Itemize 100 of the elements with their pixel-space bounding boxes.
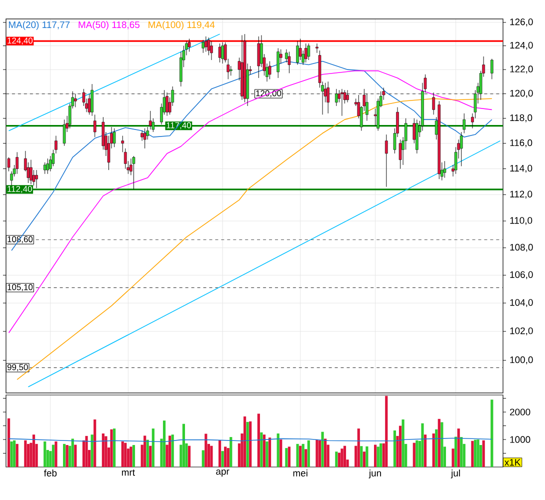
candlestick [398,139,402,170]
bar [362,452,366,467]
candlestick [132,156,136,190]
bar [132,445,136,467]
bar [460,437,463,467]
bar [385,396,388,467]
bar [421,423,424,467]
bar [318,440,322,467]
candlestick [112,128,116,148]
x-tick-label: jun [368,470,381,478]
bar [374,444,377,467]
text: MA(20) 117,77 [8,21,70,30]
y-tick-label: 100,0 [510,356,533,364]
bar [266,441,268,467]
bar [452,448,454,467]
bar [366,446,368,467]
ref-line-label: 112,40 [8,186,32,193]
bar [296,444,299,467]
bar [376,446,380,467]
bar [416,440,418,467]
bar [412,442,416,467]
bar [316,440,318,467]
x-tick-label: jul [450,470,460,478]
text: MA(50) 118,65 [78,21,140,30]
candlestick [340,88,344,116]
candlestick [304,43,308,63]
candlestick [218,43,222,63]
bar [218,440,222,467]
x-tick-label: mrt [122,470,135,476]
bar [168,436,172,467]
y-tick-label: 106,0 [510,271,533,280]
bar [302,444,304,467]
candlestick [460,132,463,166]
bar [121,441,124,467]
candlestick [221,42,224,64]
candlestick [335,88,338,106]
bar [130,446,132,467]
bar [438,418,440,467]
bar [440,422,444,467]
bar [210,446,213,467]
candlestick [443,160,446,178]
x-tick-label: feb [44,470,57,476]
bar [182,424,185,467]
bar [257,414,260,467]
bar [457,428,460,467]
candlestick [204,36,208,52]
bar [202,450,204,467]
y-tick-label: 1000 [510,436,530,443]
bar [162,420,166,467]
y-tick-label: 112,0 [510,190,532,199]
candlestick [207,37,210,56]
bar [260,432,263,467]
bar [474,440,477,467]
bar [276,433,280,467]
candlestick [210,40,213,60]
bar [402,419,404,467]
y-tick-label: 102,0 [510,327,533,336]
text: MA(100) 119,44 [148,21,215,30]
bar [243,416,246,467]
bar [490,400,494,467]
candlestick [140,130,144,142]
bar [321,432,324,467]
x-tick-label: mei [293,470,308,476]
y-tick-label: 110,0 [510,217,532,225]
y-tick-label: 2000 [510,408,530,416]
bar [304,449,308,467]
bar [435,429,438,467]
bar [285,448,288,467]
bar [224,446,227,467]
bar [398,426,402,467]
y-tick-label: 126,0 [510,18,533,26]
bar [280,440,282,467]
bar [171,434,174,467]
candlestick [346,90,349,103]
bar [146,440,149,467]
bar [454,436,458,467]
bar [230,437,232,467]
bar [262,434,266,467]
bar [324,438,327,467]
bar [112,428,116,467]
candlestick [490,58,494,80]
ref-line-label: 99,50 [7,364,28,372]
candlestick [202,40,205,54]
candlestick [326,81,330,114]
bar [124,442,127,467]
candlestick [316,43,318,54]
bar [338,452,340,467]
bar [246,422,249,467]
bar [393,430,396,467]
y-tick-label: 116,0 [510,139,532,148]
candlestick [148,110,152,130]
candlestick [143,128,146,149]
bar [340,448,344,467]
bar [188,446,191,467]
bar [249,421,252,467]
bar [288,446,291,467]
bar [380,443,382,467]
y-tick-label: 104,0 [510,299,533,307]
candlestick [276,48,280,78]
bar [335,452,338,467]
